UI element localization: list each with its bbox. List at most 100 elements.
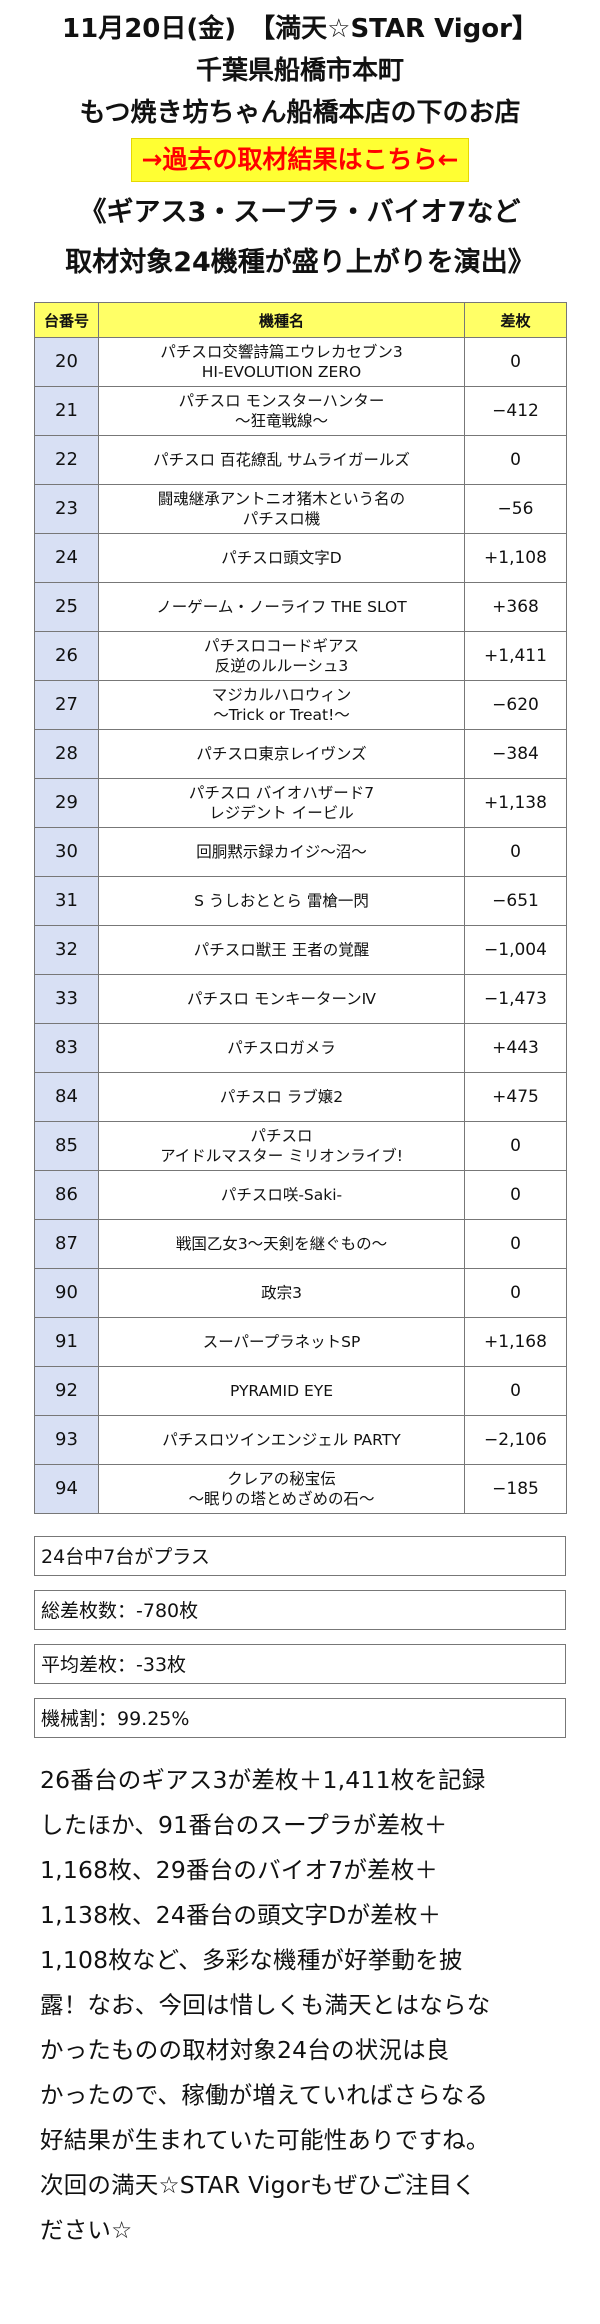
machine-number-cell: 93: [34, 1415, 99, 1465]
machine-name-cell: S うしおととら 雷槍一閃: [98, 876, 465, 926]
table-row: 28 パチスロ東京レイヴンズ −384: [34, 729, 567, 779]
article-body-line: 1,168枚、29番台のバイオ7が差枚＋: [40, 1856, 439, 1884]
machine-number-cell: 83: [34, 1023, 99, 1073]
machine-number-cell: 87: [34, 1219, 99, 1269]
machine-number-cell: 31: [34, 876, 99, 926]
machine-name-line: パチスロ 百花繚乱 サムライガールズ: [153, 451, 410, 469]
diff-cell: +1,411: [464, 631, 567, 681]
diff-cell: +475: [464, 1072, 567, 1122]
table-row: 87 戦国乙女3〜天剣を継ぐもの〜 0: [34, 1219, 567, 1269]
headline-line-1: 《ギアス3・スープラ・バイオ7など: [79, 197, 521, 228]
diff-cell: −384: [464, 729, 567, 779]
machine-number-cell: 28: [34, 729, 99, 779]
article-body-line: 26番台のギアス3が差枚＋1,411枚を記録: [40, 1766, 486, 1794]
diff-cell: −1,473: [464, 974, 567, 1024]
diff-cell: 0: [464, 1366, 567, 1416]
machine-name-line: ノーゲーム・ノーライフ THE SLOT: [156, 598, 407, 616]
diff-cell: −185: [464, 1464, 567, 1514]
machine-name-line: マジカルハロウィン: [211, 686, 352, 704]
diff-cell: 0: [464, 1170, 567, 1220]
machine-number-cell: 86: [34, 1170, 99, 1220]
machine-number-cell: 21: [34, 386, 99, 436]
machine-name-cell: 政宗3: [98, 1268, 465, 1318]
header-date-store: 11月20日(金) 【満天☆STAR Vigor】: [62, 14, 538, 44]
table-row: 94 クレアの秘宝伝 〜眠りの塔とめざめの石〜 −185: [34, 1464, 567, 1514]
machine-name-line: パチスロ バイオハザード7: [188, 784, 375, 802]
results-table: 台番号 機種名 差枚 20 パチスロ交響詩篇エウレカセブン3 HI-EVOLUTIO…: [34, 302, 567, 1514]
machine-number-cell: 33: [34, 974, 99, 1024]
diff-cell: −2,106: [464, 1415, 567, 1465]
article-body-line: 1,138枚、24番台の頭文字Dが差枚＋: [40, 1901, 442, 1929]
column-header-diff: 差枚: [464, 302, 567, 338]
machine-name-line: パチスロガメラ: [227, 1039, 336, 1057]
machine-name-line: 闘魂継承アントニオ猪木という名の: [157, 490, 406, 508]
column-header-machine-name: 機種名: [98, 302, 465, 338]
results-table-wrap: 台番号 機種名 差枚 20 パチスロ交響詩篇エウレカセブン3 HI-EVOLUTIO…: [0, 302, 600, 1514]
machine-name-cell: パチスロ モンスターハンター 〜狂竜戦線〜: [98, 386, 465, 436]
diff-cell: 0: [464, 337, 567, 387]
machine-name-line: 回胴黙示録カイジ〜沼〜: [196, 843, 367, 861]
diff-cell: 0: [464, 827, 567, 877]
machine-number-cell: 25: [34, 582, 99, 632]
machine-name-line: パチスロ ラブ嬢2: [219, 1088, 344, 1106]
machine-name-cell: 回胴黙示録カイジ〜沼〜: [98, 827, 465, 877]
headline-line-2: 取材対象24機種が盛り上がりを演出》: [65, 247, 535, 278]
machine-name-cell: パチスロコードギアス 反逆のルルーシュ3: [98, 631, 465, 681]
diff-cell: 0: [464, 1121, 567, 1171]
table-row: 90 政宗3 0: [34, 1268, 567, 1318]
table-row: 91 スーパープラネットSP +1,168: [34, 1317, 567, 1367]
table-row: 93 パチスロツインエンジェル PARTY −2,106: [34, 1415, 567, 1465]
article-body-line: 次回の満天☆STAR Vigorもぜひご注目く: [40, 2171, 477, 2199]
machine-name-line: パチスロ モンスターハンター: [178, 392, 385, 410]
table-row: 92 PYRAMID EYE 0: [34, 1366, 567, 1416]
diff-cell: −1,004: [464, 925, 567, 975]
machine-number-cell: 29: [34, 778, 99, 828]
machine-name-cell: パチスロ バイオハザード7 レジデント イービル: [98, 778, 465, 828]
table-row: 31 S うしおととら 雷槍一閃 −651: [34, 876, 567, 926]
machine-name-cell: パチスロ咲-Saki-: [98, 1170, 465, 1220]
table-row: 30 回胴黙示録カイジ〜沼〜 0: [34, 827, 567, 877]
machine-number-cell: 30: [34, 827, 99, 877]
machine-name-cell: PYRAMID EYE: [98, 1366, 465, 1416]
machine-number-cell: 26: [34, 631, 99, 681]
column-header-machine-number: 台番号: [34, 302, 99, 338]
diff-cell: 0: [464, 1268, 567, 1318]
machine-number-cell: 85: [34, 1121, 99, 1171]
results-table-body: 20 パチスロ交響詩篇エウレカセブン3 HI-EVOLUTION ZERO 0 21 パチ…: [34, 337, 567, 1514]
machine-name-line: パチスロ機: [242, 510, 321, 528]
table-row: 22 パチスロ 百花繚乱 サムライガールズ 0: [34, 435, 567, 485]
table-row: 83 パチスロガメラ +443: [34, 1023, 567, 1073]
machine-name-line: HI-EVOLUTION ZERO: [201, 363, 362, 381]
summary-total-diff: 総差枚数：-780枚: [34, 1590, 566, 1630]
table-row: 84 パチスロ ラブ嬢2 +475: [34, 1072, 567, 1122]
diff-cell: −620: [464, 680, 567, 730]
table-row: 24 パチスロ頭文字D +1,108: [34, 533, 567, 583]
machine-number-cell: 91: [34, 1317, 99, 1367]
article-body-line: 1,108枚など、多彩な機種が好挙動を披: [40, 1946, 463, 1974]
table-row: 33 パチスロ モンキーターンⅣ −1,473: [34, 974, 567, 1024]
machine-name-cell: ノーゲーム・ノーライフ THE SLOT: [98, 582, 465, 632]
diff-cell: 0: [464, 435, 567, 485]
machine-name-line: PYRAMID EYE: [229, 1382, 334, 1400]
machine-name-line: レジデント イービル: [209, 804, 354, 822]
article-body-line: かったものの取材対象24台の状況は良: [40, 2036, 450, 2064]
machine-number-cell: 32: [34, 925, 99, 975]
article-body-line: ださい☆: [40, 2216, 133, 2244]
article-body-line: したほか、91番台のスープラが差枚＋: [40, 1811, 448, 1839]
machine-name-line: パチスロ モンキーターンⅣ: [187, 990, 376, 1008]
machine-name-line: パチスロ東京レイヴンズ: [196, 745, 367, 763]
machine-name-cell: マジカルハロウィン 〜Trick or Treat!〜: [98, 680, 465, 730]
table-row: 32 パチスロ獣王 王者の覚醒 −1,004: [34, 925, 567, 975]
machine-number-cell: 92: [34, 1366, 99, 1416]
machine-name-cell: パチスロガメラ: [98, 1023, 465, 1073]
table-row: 86 パチスロ咲-Saki- 0: [34, 1170, 567, 1220]
machine-name-cell: パチスロ ラブ嬢2: [98, 1072, 465, 1122]
machine-name-line: 〜狂竜戦線〜: [234, 412, 328, 430]
machine-number-cell: 22: [34, 435, 99, 485]
past-results-link[interactable]: →過去の取材結果はこちら←: [130, 138, 470, 182]
machine-name-cell: 闘魂継承アントニオ猪木という名の パチスロ機: [98, 484, 465, 534]
table-row: 27 マジカルハロウィン 〜Trick or Treat!〜 −620: [34, 680, 567, 730]
machine-name-cell: パチスロツインエンジェル PARTY: [98, 1415, 465, 1465]
article-body: 26番台のギアス3が差枚＋1,411枚を記録 したほか、91番台のスープラが差枚＋…: [0, 1752, 600, 2253]
machine-name-cell: パチスロ モンキーターンⅣ: [98, 974, 465, 1024]
